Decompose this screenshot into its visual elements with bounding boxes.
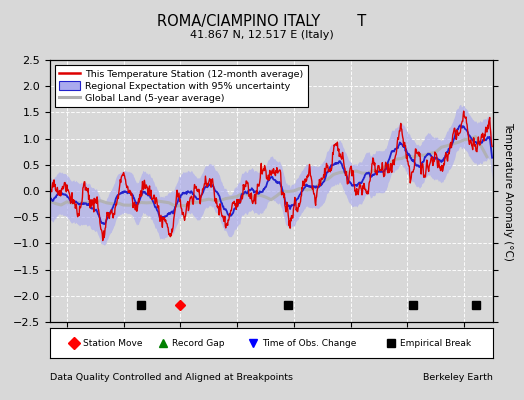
Legend: This Temperature Station (12-month average), Regional Expectation with 95% uncer: This Temperature Station (12-month avera…	[54, 65, 308, 107]
Text: Berkeley Earth: Berkeley Earth	[423, 374, 493, 382]
Text: 41.867 N, 12.517 E (Italy): 41.867 N, 12.517 E (Italy)	[190, 30, 334, 40]
Text: Record Gap: Record Gap	[171, 338, 224, 348]
Y-axis label: Temperature Anomaly (°C): Temperature Anomaly (°C)	[503, 122, 513, 260]
Text: Data Quality Controlled and Aligned at Breakpoints: Data Quality Controlled and Aligned at B…	[50, 374, 293, 382]
Text: Empirical Break: Empirical Break	[400, 338, 471, 348]
Text: Station Move: Station Move	[83, 338, 143, 348]
Text: Time of Obs. Change: Time of Obs. Change	[263, 338, 357, 348]
Text: ROMA/CIAMPINO ITALY        T: ROMA/CIAMPINO ITALY T	[157, 14, 367, 29]
